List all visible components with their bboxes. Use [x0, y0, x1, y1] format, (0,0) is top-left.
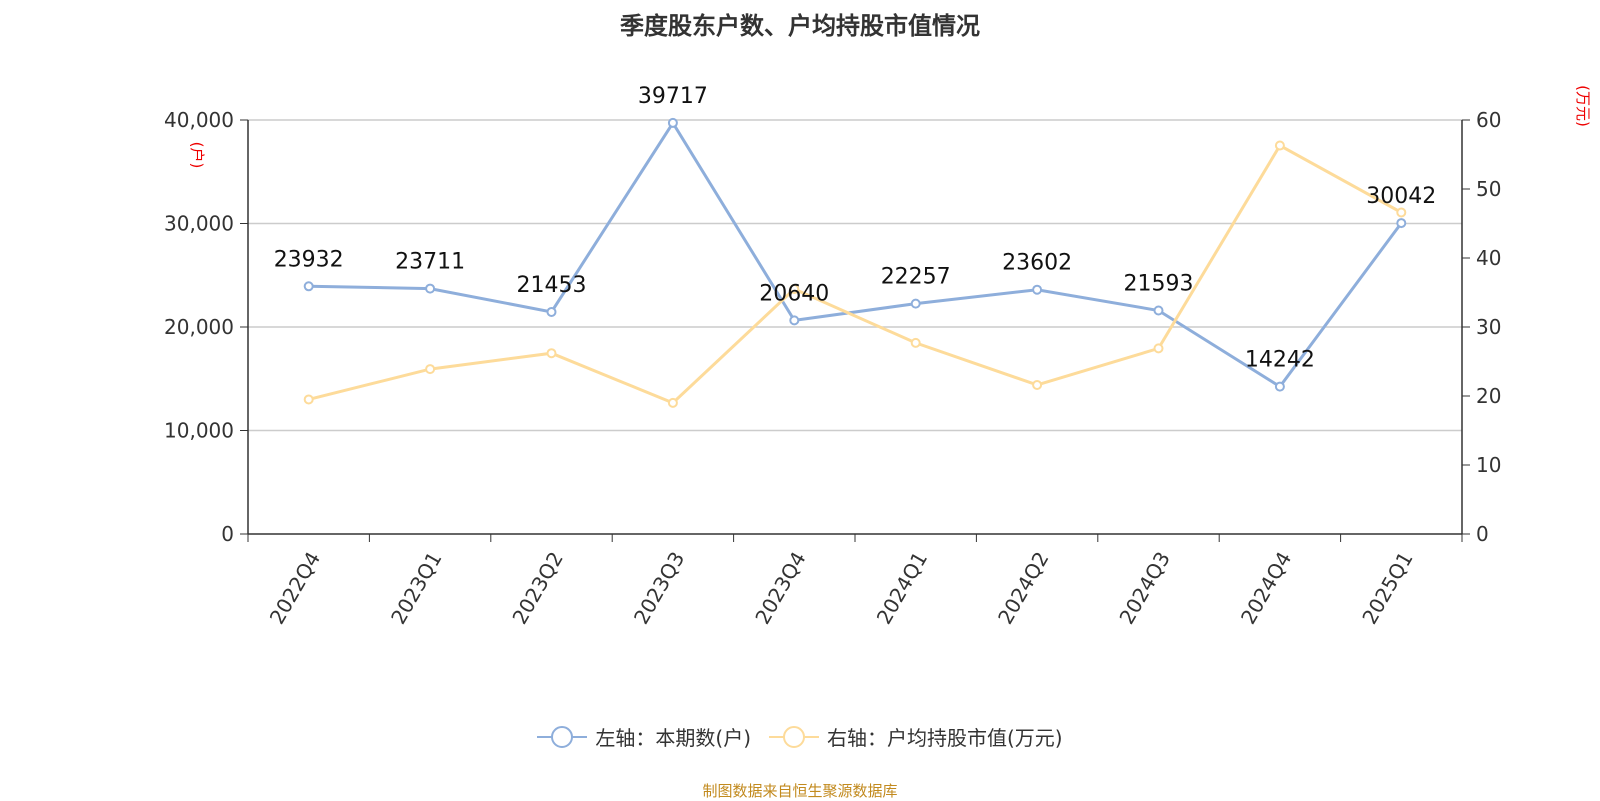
x-axis-category-label: 2024Q3	[1114, 548, 1174, 629]
right-axis-tick-label: 10	[1476, 453, 1501, 477]
right-axis-unit: (万元)	[1574, 85, 1592, 127]
legend: 左轴：本期数(户) 右轴：户均持股市值(万元)	[0, 722, 1600, 751]
x-axis-category-label: 2023Q1	[386, 548, 446, 629]
right-axis-tick-label: 0	[1476, 522, 1489, 546]
data-label: 23602	[1002, 251, 1072, 276]
left-axis-tick-label: 20,000	[164, 315, 234, 339]
data-point-left	[789, 315, 800, 326]
x-axis-category-label: 2022Q4	[265, 548, 325, 629]
series-line-left	[308, 120, 1403, 389]
data-point-left	[910, 298, 921, 309]
x-axis-category-label: 2023Q3	[629, 548, 689, 629]
right-axis-tick-label: 50	[1476, 177, 1501, 201]
left-axis-tick-label: 0	[221, 522, 234, 546]
right-axis-tick-label: 30	[1476, 315, 1501, 339]
right-axis-tick-label: 40	[1476, 246, 1501, 270]
data-point-right	[1396, 207, 1407, 218]
data-label: 22257	[881, 265, 951, 290]
data-point-left	[425, 283, 436, 294]
x-axis-category-label: 2024Q4	[1236, 548, 1296, 629]
data-point-left	[1032, 284, 1043, 295]
left-axis-tick-label: 10,000	[164, 419, 234, 443]
x-axis-category-label: 2024Q1	[872, 548, 932, 629]
data-point-right	[546, 348, 557, 359]
data-label: 23932	[274, 247, 344, 272]
data-label: 21453	[517, 273, 587, 298]
legend-label-left-series: 左轴：本期数(户)	[595, 726, 751, 750]
data-point-left	[1396, 218, 1407, 229]
data-source-note: 制图数据来自恒生聚源数据库	[702, 782, 898, 800]
legend-item-right-series[interactable]: 右轴：户均持股市值(万元)	[769, 722, 1063, 751]
data-label: 30042	[1366, 184, 1436, 209]
data-label: 14242	[1245, 348, 1315, 373]
data-point-right	[1032, 379, 1043, 390]
data-point-left	[1274, 381, 1285, 392]
x-axis-category-label: 2023Q2	[507, 548, 567, 629]
x-axis-category-label: 2024Q2	[993, 548, 1053, 629]
legend-swatch-right-series	[769, 725, 819, 748]
x-axis-category-label: 2023Q4	[750, 548, 810, 629]
left-axis-tick-label: 40,000	[164, 108, 234, 132]
right-axis-tick-label: 60	[1476, 108, 1501, 132]
data-label: 39717	[638, 84, 708, 109]
data-point-left	[546, 306, 557, 317]
legend-label-right-series: 右轴：户均持股市值(万元)	[827, 726, 1063, 750]
data-point-left	[1153, 305, 1164, 316]
legend-swatch-left-series	[537, 725, 588, 748]
data-point-right	[1274, 140, 1285, 151]
data-point-right	[910, 337, 921, 348]
data-point-left	[303, 281, 314, 292]
data-label: 21593	[1124, 272, 1194, 297]
data-label: 20640	[759, 281, 829, 306]
data-point-right	[789, 284, 800, 295]
data-label: 23711	[395, 250, 465, 275]
data-point-right	[667, 397, 678, 408]
data-point-right	[425, 364, 436, 375]
right-axis-tick-label: 20	[1476, 384, 1501, 408]
chart-title: 季度股东户数、户均持股市值情况	[620, 12, 980, 40]
left-axis-tick-label: 30,000	[164, 212, 234, 236]
data-point-right	[1153, 343, 1164, 354]
legend-item-left-series[interactable]: 左轴：本期数(户)	[537, 722, 751, 751]
data-point-right	[303, 394, 314, 405]
x-axis-category-label: 2025Q1	[1357, 548, 1417, 629]
data-point-left	[667, 117, 678, 128]
series-line-right	[308, 143, 1403, 405]
left-axis-unit: (户)	[188, 142, 206, 169]
